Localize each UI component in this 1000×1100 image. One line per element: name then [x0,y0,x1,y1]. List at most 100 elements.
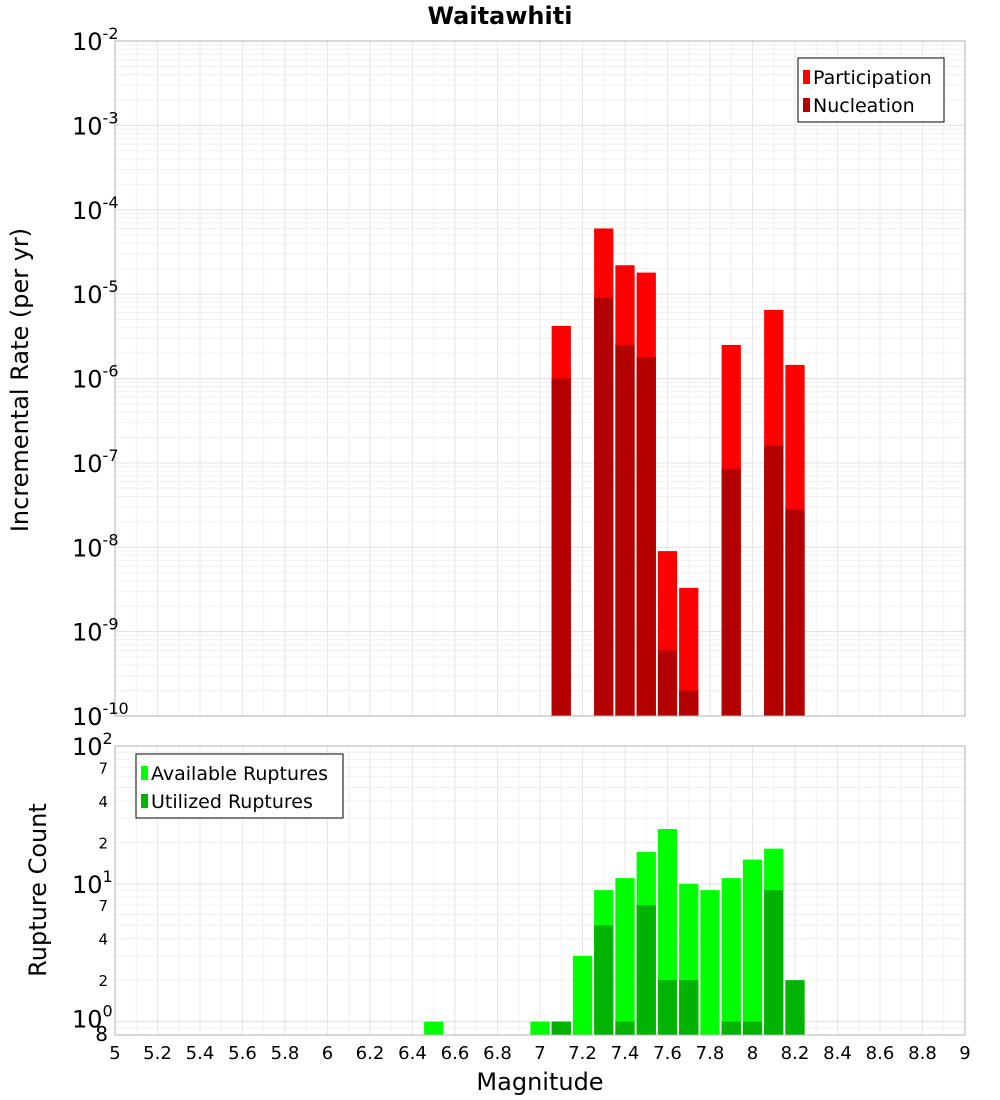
rate-y-tick-label: 10-9 [72,615,119,647]
x-tick-label: 9 [959,1043,970,1064]
x-tick-label: 8 [747,1043,758,1064]
tick-base: 10 [72,703,103,731]
tick-base: 10 [72,1006,103,1034]
x-tick-labels: 5 5.2 5.4 5.6 5.8 6 6.2 6.4 6.6 6.8 7 7.2 7.4 7.6 7.8 8… [109,1043,970,1064]
count-y-minor-tick-label: 4 [98,931,108,949]
count-y-tick-label: 101 [72,867,113,899]
bar-secondary [615,344,635,716]
x-tick-label: 7.8 [696,1043,725,1064]
x-tick-label: 7.4 [611,1043,640,1064]
legend-label: Participation [813,67,932,89]
tick-exponent: -4 [103,193,119,212]
tick-base: 10 [72,112,103,140]
bar-secondary [594,925,614,1035]
bar-primary [679,587,699,716]
x-tick-label: 5.6 [228,1043,257,1064]
bar-secondary [636,905,656,1035]
legend-swatch [803,70,810,84]
x-tick-label: 6.8 [483,1043,512,1064]
count-y-axis-label: Rupture Count [24,803,52,977]
rate-panel: 10-210-310-410-510-610-710-810-910-10 In… [6,24,966,731]
legend-swatch [141,766,148,780]
tick-base: 10 [72,534,103,562]
x-tick-label: 8.6 [866,1043,895,1064]
tick-exponent: -2 [103,24,119,43]
bar-primary [615,878,635,1035]
bar-primary [572,955,593,1035]
count-plot-border [114,745,966,1036]
bar-primary [530,1021,550,1035]
bar-secondary [721,1021,741,1035]
legend-label: Nucleation [813,95,915,117]
legend-swatch [141,794,148,808]
x-tick-label: 7.2 [568,1043,597,1064]
tick-exponent: -8 [103,530,119,549]
tick-exponent: -6 [103,362,119,381]
count-y-minor-tick-label: 2 [98,972,108,990]
bar-secondary [657,650,678,716]
bar-secondary [764,445,784,716]
count-bars [424,828,805,1035]
x-tick-label: 6.6 [441,1043,470,1064]
x-axis-label: Magnitude [476,1068,603,1096]
rate-y-tick-label: 10-10 [72,699,129,731]
chart-title: Waitawhiti [428,2,573,30]
tick-base: 10 [72,733,103,761]
count-y-tick-label: 100 [72,1002,113,1034]
bar-secondary [785,509,805,716]
rate-gridlines [115,41,965,716]
rate-y-ticks: 10-210-310-410-510-610-710-810-910-10 [72,24,129,731]
bar-secondary [785,980,805,1035]
x-tick-label: 5.2 [143,1043,172,1064]
count-y-minor-tick-label: 8 [95,1022,108,1046]
tick-exponent: 2 [103,729,113,748]
bar-secondary [657,980,678,1035]
bar-secondary [742,1021,763,1035]
tick-exponent: 0 [103,1002,113,1021]
bar-secondary [551,1021,571,1035]
tick-exponent: -3 [103,108,119,127]
tick-exponent: -7 [103,446,119,465]
rate-plot-border [114,40,966,717]
tick-base: 10 [72,28,103,56]
bar-secondary [679,980,699,1035]
legend-label: Available Ruptures [151,763,328,785]
bar-secondary [636,356,656,716]
bar-secondary [679,690,699,716]
x-tick-label: 7 [534,1043,545,1064]
tick-exponent: -10 [103,699,129,718]
tick-exponent: -5 [103,277,119,296]
rate-y-tick-label: 10-2 [72,24,119,56]
x-tick-label: 8.2 [781,1043,810,1064]
bar-primary [721,878,741,1035]
rate-y-tick-label: 10-6 [72,362,119,394]
count-y-minor-tick-label: 4 [98,793,108,811]
tick-base: 10 [72,871,103,899]
legend-box [135,753,344,819]
count-legend: Available Ruptures Utilized Ruptures [135,753,344,819]
x-tick-label: 5.8 [271,1043,300,1064]
legend-label: Utilized Ruptures [151,791,313,813]
tick-exponent: -9 [103,615,119,634]
bar-secondary [551,378,571,716]
rate-bars [551,228,805,716]
rate-legend: Participation Nucleation [797,57,945,123]
tick-base: 10 [72,197,103,225]
x-tick-label: 7.6 [653,1043,682,1064]
rate-y-tick-label: 10-8 [72,530,119,562]
rate-y-tick-label: 10-4 [72,193,119,225]
x-tick-label: 8.8 [908,1043,937,1064]
x-tick-label: 5 [109,1043,120,1064]
rate-y-tick-label: 10-3 [72,108,119,140]
count-y-minor-tick-label: 7 [98,897,108,915]
x-tick-label: 6.2 [356,1043,385,1064]
tick-base: 10 [72,366,103,394]
x-tick-label: 8.4 [823,1043,852,1064]
tick-base: 10 [72,619,103,647]
count-y-minor-tick-label: 2 [98,834,108,852]
bar-primary [700,890,720,1035]
tick-base: 10 [72,450,103,478]
bar-secondary [721,468,741,716]
legend-swatch [803,98,810,112]
